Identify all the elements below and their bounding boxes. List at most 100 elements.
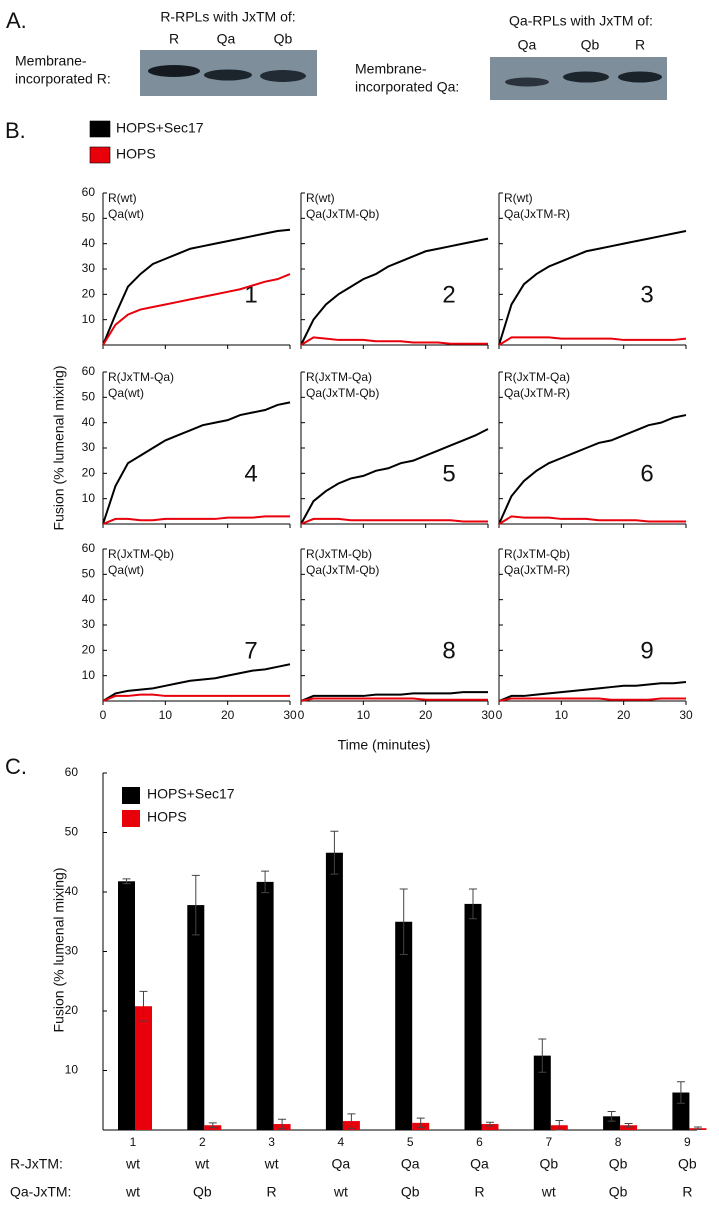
bar: [620, 1125, 638, 1130]
error-bar: [607, 1111, 616, 1122]
data-line: [498, 697, 686, 702]
error-bar: [347, 1113, 356, 1129]
x-tick-label: 6: [476, 1135, 483, 1149]
lane-label: Qb: [274, 31, 293, 47]
legend-swatch: [122, 787, 140, 804]
y-tick-label: 40: [82, 415, 96, 429]
panel-annotation: Qa(wt): [108, 207, 144, 221]
error-bar: [469, 888, 477, 920]
panel-annotation: R(JxTM-Qa): [108, 370, 174, 384]
legend-label: HOPS+Sec17: [147, 786, 235, 802]
blot-row-label: incorporated Qa:: [355, 79, 459, 95]
x-tick-label: 9: [684, 1135, 691, 1149]
y-tick-label: 60: [82, 541, 96, 555]
lane-label: R: [169, 31, 179, 47]
row-value: Qa: [332, 1156, 351, 1172]
y-tick-label: 40: [82, 592, 96, 606]
y-tick-label: 10: [65, 1063, 79, 1077]
panel-number: 4: [244, 460, 257, 487]
data-line: [300, 697, 488, 702]
y-tick-label: 10: [82, 491, 96, 505]
legend-label: HOPS: [116, 146, 156, 162]
error-bar: [208, 1122, 217, 1129]
legend-swatch: [89, 120, 111, 138]
row-value: Qb: [609, 1184, 628, 1200]
blot-image: [490, 57, 667, 100]
panel-annotation: R(JxTM-Qa): [306, 370, 372, 384]
panel-number: 5: [442, 460, 455, 487]
x-tick-label: 20: [617, 708, 631, 722]
y-tick-label: 10: [82, 312, 96, 326]
data-line: [102, 515, 290, 525]
lane-label: Qa: [217, 31, 236, 47]
data-line: [300, 428, 489, 525]
x-tick-label: 0: [496, 708, 503, 722]
data-line: [498, 336, 687, 346]
panel-annotation: R(wt): [306, 191, 335, 205]
error-bar: [624, 1122, 633, 1128]
row-value: Qb: [193, 1184, 212, 1200]
y-tick-label: 50: [82, 211, 96, 225]
panel-annotation: Qa(JxTM-Qb): [306, 563, 379, 577]
row-value: Qa: [401, 1156, 420, 1172]
y-tick-label: 10: [82, 668, 96, 682]
panel-number: 8: [442, 637, 455, 664]
panel-number: 6: [640, 460, 653, 487]
bar: [672, 1092, 690, 1130]
y-tick-label: 50: [82, 390, 96, 404]
y-tick-label: 30: [82, 261, 96, 275]
panel-annotation: Qa(JxTM-R): [504, 207, 570, 221]
row-label: R-JxTM:: [10, 1156, 63, 1172]
error-bar: [399, 888, 408, 955]
row-value: R: [682, 1184, 692, 1200]
bar: [187, 905, 205, 1130]
panel-annotation: R(JxTM-Qb): [108, 547, 174, 561]
x-axis-label: Time (minutes): [338, 737, 431, 753]
x-tick-label: 8: [615, 1135, 622, 1149]
row-value: wt: [264, 1156, 279, 1172]
panel-number: 1: [244, 281, 257, 308]
lane-label: Qb: [581, 37, 600, 53]
x-tick-label: 10: [555, 708, 569, 722]
bar: [481, 1124, 499, 1130]
data-line: [498, 230, 687, 346]
y-tick-label: 40: [82, 236, 96, 250]
legend-label: HOPS+Sec17: [116, 120, 204, 136]
data-line: [102, 693, 290, 702]
row-value: Qb: [678, 1156, 697, 1172]
bar: [256, 881, 274, 1130]
panel-annotation: R(JxTM-Qb): [504, 547, 570, 561]
y-tick-label: 20: [82, 466, 96, 480]
y-axis-label: Fusion (% lumenal mixing): [51, 868, 67, 1033]
row-label: Qa-JxTM:: [10, 1184, 71, 1200]
panel-annotation: Qa(JxTM-Qb): [306, 207, 379, 221]
blot-row-label: Membrane-: [15, 53, 87, 69]
row-value: wt: [194, 1156, 209, 1172]
error-bar: [261, 870, 270, 894]
panel-number: 2: [442, 281, 455, 308]
data-line: [300, 237, 489, 346]
x-tick-label: 0: [298, 708, 305, 722]
data-line: [498, 515, 686, 525]
data-line: [498, 414, 687, 525]
error-bar: [676, 1081, 685, 1104]
y-tick-label: 60: [65, 765, 79, 779]
bar: [135, 1006, 152, 1130]
lane-label: Qa: [518, 37, 537, 53]
error-bar: [416, 1117, 425, 1129]
y-axis-label: Fusion (% lumenal mixing): [51, 366, 67, 531]
x-tick-label: 4: [338, 1135, 345, 1149]
error-bar: [538, 1038, 547, 1073]
error-bar: [330, 830, 339, 875]
y-tick-label: 60: [82, 185, 96, 199]
bar: [118, 881, 135, 1130]
x-tick-label: 30: [481, 708, 495, 722]
y-tick-label: 50: [82, 567, 96, 581]
panel-annotation: R(JxTM-Qa): [504, 370, 570, 384]
blot-row-label: Membrane-: [355, 61, 427, 77]
x-tick-label: 20: [221, 708, 235, 722]
data-line: [498, 681, 687, 702]
x-tick-label: 20: [419, 708, 433, 722]
data-line: [102, 663, 291, 702]
